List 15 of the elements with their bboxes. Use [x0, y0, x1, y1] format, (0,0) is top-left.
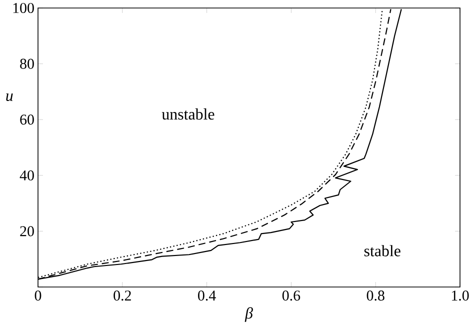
y-tick-label: 20: [20, 226, 34, 236]
y-tick-label: 40: [20, 170, 34, 180]
x-axis-title: β: [244, 307, 253, 322]
x-tick-label: 0: [34, 290, 42, 301]
x-tick-label: 1.0: [452, 290, 469, 301]
x-tick-label: 0.8: [366, 290, 384, 301]
y-tick-label: 80: [20, 58, 34, 69]
x-tick-label: 0.2: [114, 290, 131, 301]
y-tick-label: 100: [13, 2, 34, 14]
x-tick-label: 0.4: [198, 290, 216, 301]
y-axis-title: u: [6, 94, 13, 102]
annotation: unstable: [162, 108, 214, 120]
annotation: stable: [364, 245, 400, 256]
x-tick-label: 0.6: [282, 290, 300, 301]
y-tick-label: 60: [20, 114, 34, 125]
